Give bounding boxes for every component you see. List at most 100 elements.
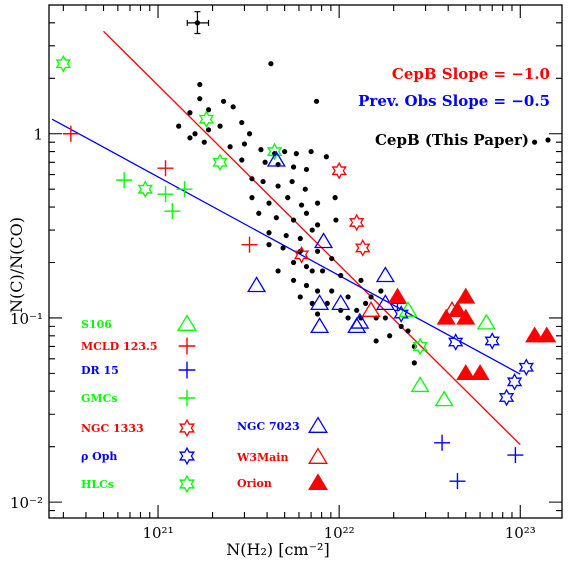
point-cepb-this-paper-29: [323, 154, 329, 160]
point-ngc-1333-1: [349, 213, 365, 232]
point-cepb-this-paper-15: [187, 135, 193, 141]
point-hlcs-5: [412, 337, 428, 356]
point-gmcs-3: [176, 181, 193, 198]
point-cepb-this-paper-48: [283, 232, 289, 239]
point-cepb-this-paper-36: [266, 200, 272, 206]
point-cepb-this-paper-9: [176, 123, 182, 129]
point-orion-5: [456, 364, 476, 381]
point-mcld-123-5-0: [62, 125, 79, 142]
legend-label-0: S106: [81, 318, 112, 331]
point-cepb-this-paper-38: [298, 202, 305, 208]
point-cepb-this-paper-32: [275, 183, 281, 189]
x-tick-label-1: 10²²: [324, 524, 355, 542]
point-ngc-7023-5: [331, 294, 351, 311]
point-cepb-this-paper-33: [289, 178, 295, 185]
point-ngc-1333-0: [331, 161, 347, 180]
point-hlcs-0: [55, 54, 72, 73]
fit-line-cepb-slope: [103, 30, 521, 446]
point-mcld-123-5-2: [241, 236, 258, 253]
point-cepb-this-paper-75: [345, 315, 351, 321]
axis-ticks: [49, 4, 562, 518]
legend-label-6: HLCs: [81, 478, 114, 491]
point-cepb-this-paper-55: [329, 255, 335, 262]
point-cepb-this-paper-16: [201, 139, 207, 145]
point-cepb-this-paper-28: [303, 166, 310, 173]
point-cepb-this-paper-34: [302, 186, 308, 192]
legend-marker-9: [308, 473, 328, 490]
legend-label-1: MCLD 123.5: [81, 340, 157, 353]
point-cepb-this-paper-61: [338, 272, 344, 279]
legend-marker-0: [177, 314, 197, 331]
x-tick-label-2: 10²³: [505, 524, 536, 542]
point-ngc-1333-3: [293, 245, 310, 264]
point-orion-2: [447, 301, 468, 317]
point-cepb-this-paper-83: [373, 338, 379, 344]
point-cepb-this-paper-24: [239, 157, 245, 163]
legend-label-3: GMCs: [81, 392, 118, 405]
point-s106-1: [434, 390, 454, 407]
point-cepb-this-paper-50: [309, 227, 315, 233]
point-dr-15-1: [449, 473, 466, 490]
point-oph-5: [393, 305, 409, 323]
point-cepb-this-paper-17: [227, 144, 233, 150]
point-cepb-this-paper-53: [297, 248, 303, 254]
point-hlcs-4: [266, 142, 283, 161]
point-cepb-this-paper-84: [387, 333, 393, 339]
legend-label-5: ρ Oph: [81, 450, 117, 463]
point-cepb-this-paper-68: [297, 294, 303, 300]
point-cepb-this-paper-21: [282, 148, 288, 155]
point-cepb-this-paper-25: [262, 159, 268, 165]
point-cepb-this-paper-1: [268, 61, 274, 67]
point-cepb-this-paper-12: [217, 123, 223, 129]
point-orion-3: [456, 287, 476, 304]
point-cepb-this-paper-66: [345, 294, 351, 300]
point-cepb-this-paper-46: [333, 217, 339, 223]
prev-obs-slope-annotation: Prev. Obs Slope = −0.5: [358, 92, 550, 110]
point-dr-15-2: [507, 447, 524, 464]
point-cepb-this-paper-45: [314, 222, 321, 228]
point-cepb-this-paper-63: [303, 282, 310, 289]
point-orion-4: [456, 308, 476, 325]
point-cepb-this-paper-43: [290, 217, 297, 223]
y-axis-title: N(C)/N(CO): [7, 217, 26, 313]
point-cepb-this-paper-14: [246, 131, 253, 137]
point-cepb-this-paper-7: [230, 104, 236, 110]
point-s106-3: [398, 301, 418, 317]
point-cepb-this-paper-86: [378, 288, 384, 294]
point-cepb-this-paper-74: [314, 311, 321, 317]
cepb-this-paper-annotation: CepB (This Paper): [375, 131, 529, 149]
point-ngc-7023-0: [266, 150, 286, 167]
point-cepb-this-paper-54: [314, 248, 321, 254]
point-cepb-this-paper-5: [205, 107, 212, 113]
point-gmcs-1: [157, 186, 174, 203]
point-cepb-this-paper-8: [187, 110, 193, 116]
point-cepb-this-paper-22: [293, 151, 299, 157]
legend-label-4: NGC 1333: [81, 422, 144, 435]
point-gmcs-2: [164, 203, 181, 220]
point-cepb-this-paper-62: [290, 277, 297, 283]
fit-line-prev-obs-slope: [51, 118, 521, 375]
point-cepb-this-paper-35: [249, 195, 255, 201]
point-gmcs-0: [116, 172, 133, 189]
point-hlcs-3: [212, 153, 228, 172]
point-cepb-this-paper-82: [411, 360, 417, 366]
point-cepb-this-paper-30: [249, 176, 255, 182]
point-cepb-this-paper-19: [258, 147, 264, 153]
point-cepb-this-paper-27: [290, 164, 297, 170]
point-orion-8: [537, 326, 557, 343]
point-cepb-this-paper-2: [313, 98, 320, 104]
legend-marker-4: [179, 418, 195, 438]
legend-label-8: W3Main: [236, 451, 289, 464]
point-cepb-this-paper-52: [280, 245, 286, 251]
point-cepb-this-paper-65: [329, 288, 335, 294]
point-cepb-this-paper-40: [332, 195, 338, 201]
point-cepb-this-paper-85: [358, 277, 364, 283]
point-ngc-7023-7: [347, 317, 367, 334]
point-cepb-this-paper-23: [308, 148, 314, 155]
point-mcld-123-5-1: [157, 160, 174, 177]
point-ngc-7023-8: [375, 266, 395, 283]
point-cepb-this-paper-31: [260, 178, 266, 185]
point-cepb-this-paper-4: [197, 96, 203, 102]
point-orion-0: [387, 287, 408, 304]
point-cepb-this-paper-58: [309, 268, 315, 274]
